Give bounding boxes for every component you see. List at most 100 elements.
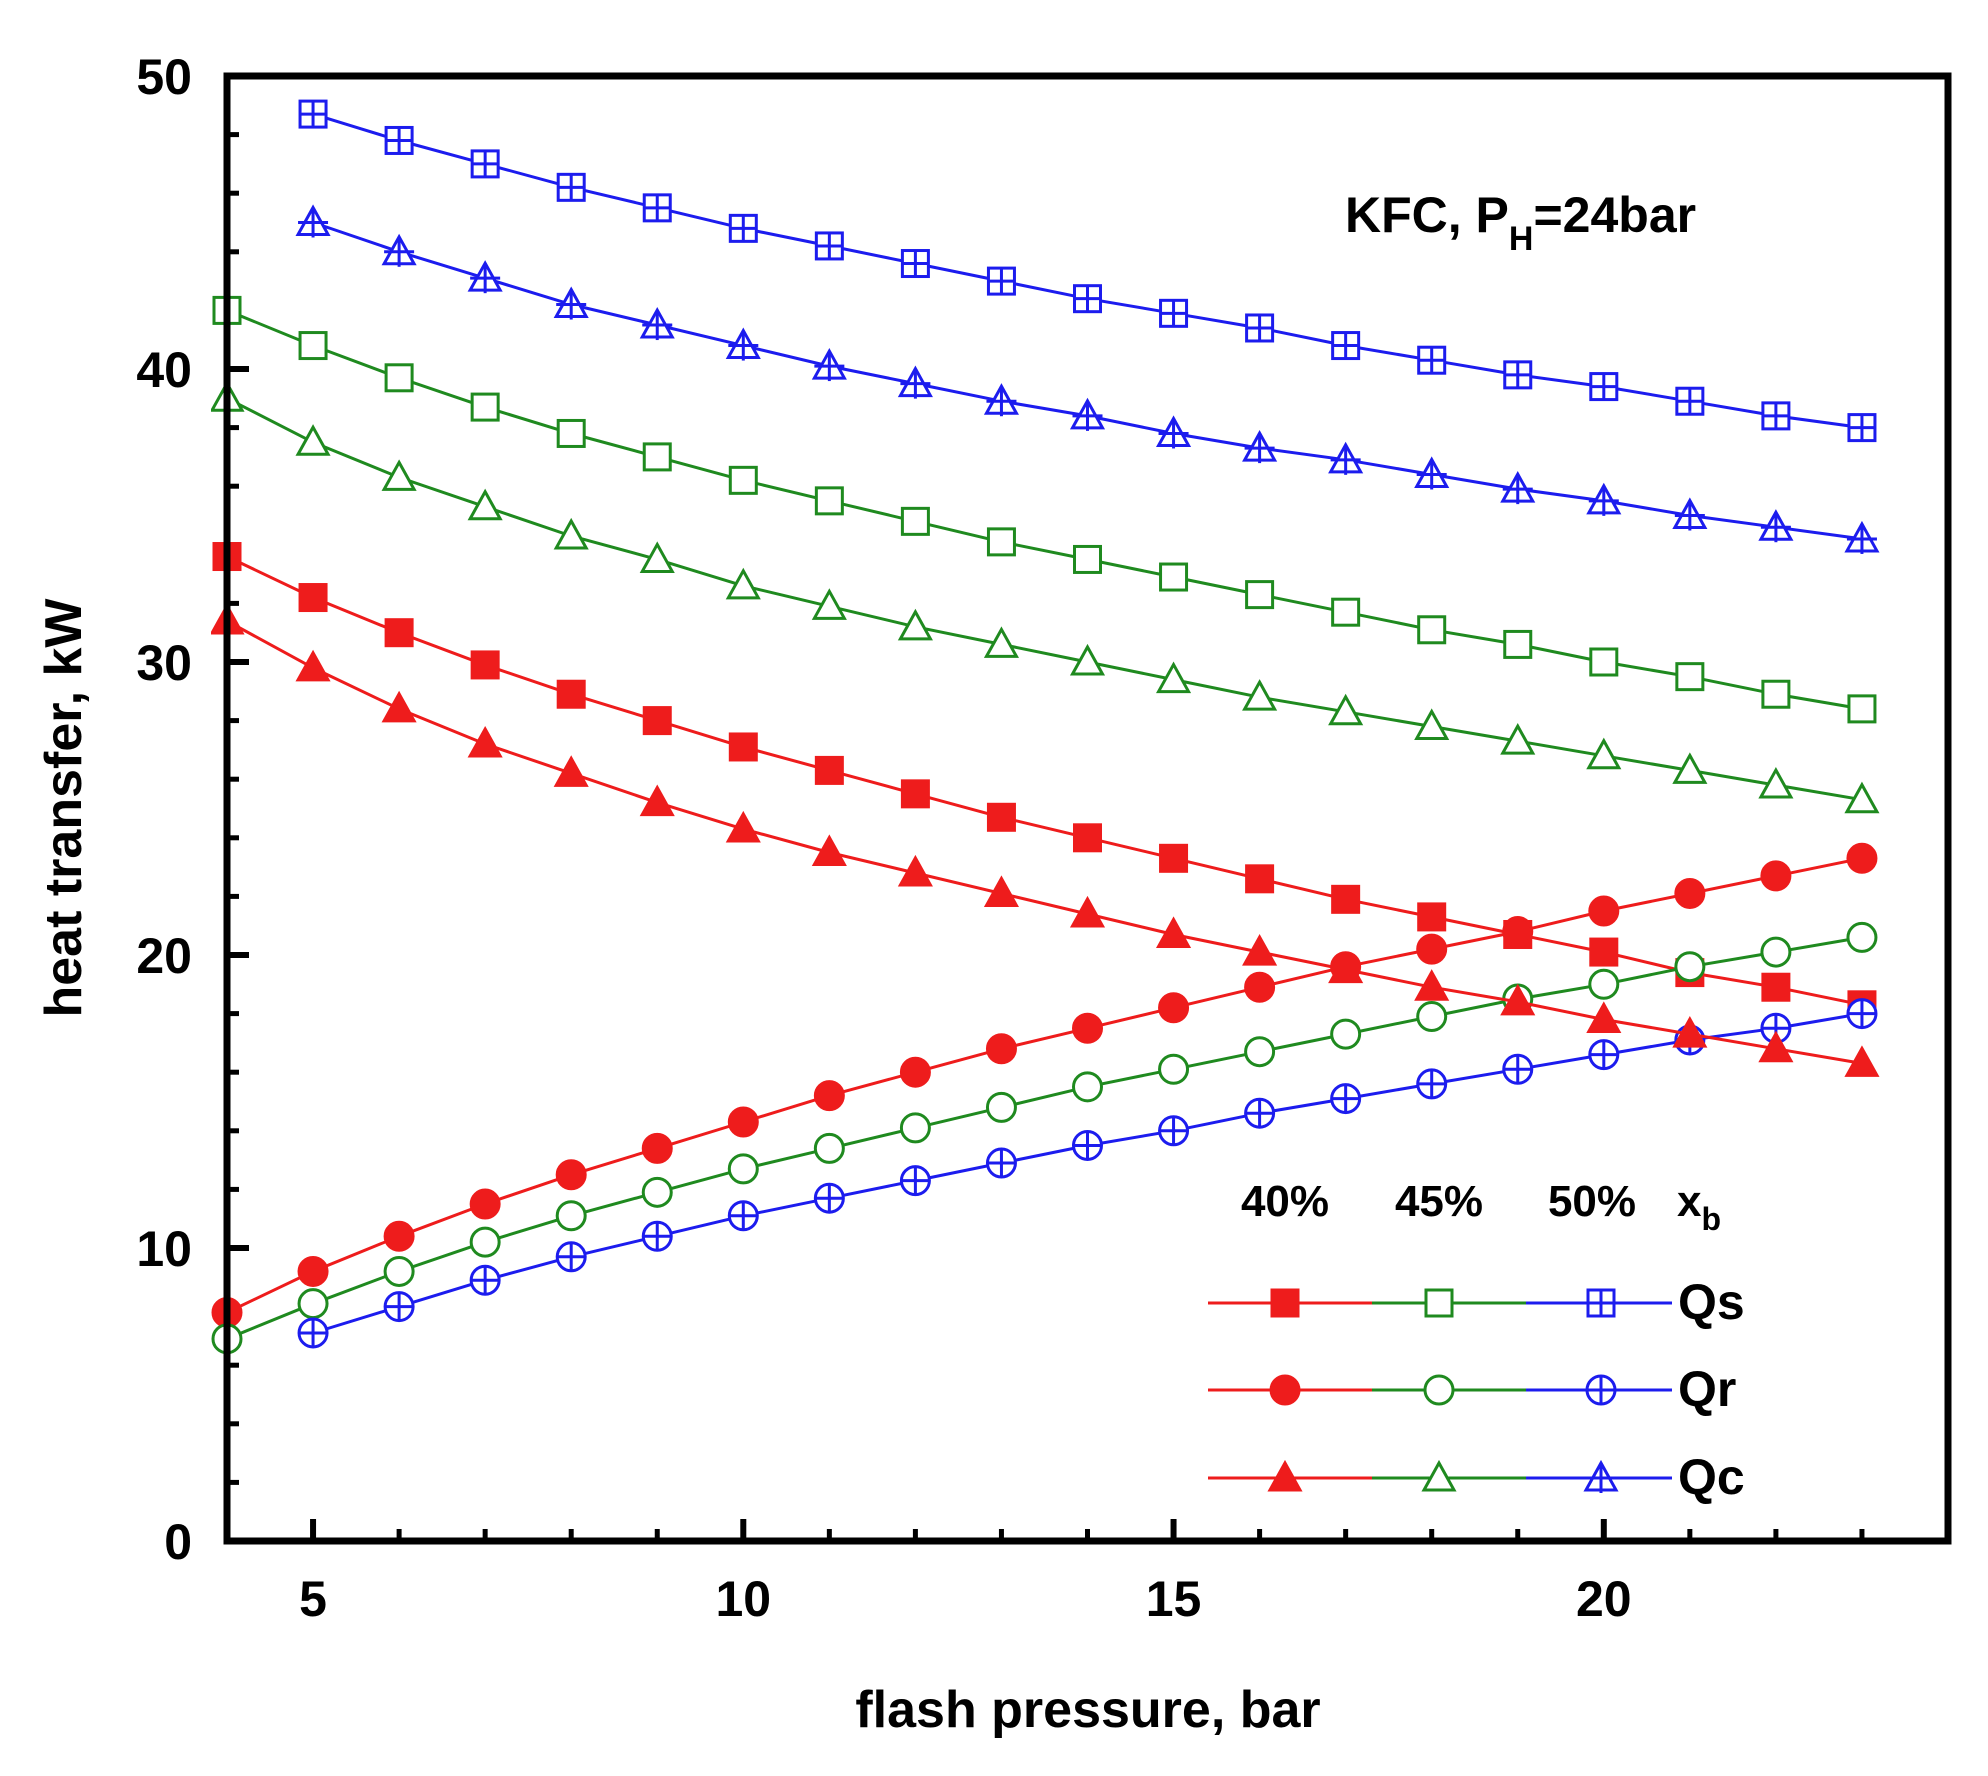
point-qc-40-20 xyxy=(1586,1001,1622,1033)
point-qr-40-23 xyxy=(1846,842,1878,874)
point-qr-40-21 xyxy=(1674,877,1706,909)
series-qr-40 xyxy=(211,842,1878,1328)
point-qc-50-8 xyxy=(553,286,589,320)
point-qc-45-5 xyxy=(295,424,331,456)
point-qs-45-21 xyxy=(1675,662,1705,692)
point-qc-45-20 xyxy=(1586,737,1622,770)
point-qc-50-21 xyxy=(1672,497,1708,531)
point-qr-50-7 xyxy=(469,1264,501,1296)
legend-row-qr xyxy=(1208,1374,1672,1406)
point-qc-40-17 xyxy=(1328,951,1364,984)
point-qr-50-18 xyxy=(1416,1068,1448,1100)
point-qs-50-11 xyxy=(814,231,844,261)
point-qs-45-20 xyxy=(1589,647,1619,677)
point-qc-45-7 xyxy=(467,488,503,521)
point-qr-50-16 xyxy=(1244,1097,1276,1129)
point-qr-50-5 xyxy=(297,1317,329,1349)
point-qc-50-15 xyxy=(1156,415,1192,449)
point-qs-40-14 xyxy=(1073,823,1102,853)
point-qr-40-8 xyxy=(555,1159,587,1191)
legend-marker-qr-50 xyxy=(1585,1374,1617,1406)
point-qc-40-19 xyxy=(1500,983,1536,1016)
point-qc-50-9 xyxy=(639,306,675,341)
point-qr-50-23 xyxy=(1846,998,1878,1030)
legend-label-qc: Qc xyxy=(1678,1449,1745,1505)
point-qc-40-5 xyxy=(295,649,331,682)
legend-row-qc xyxy=(1208,1459,1672,1493)
y-tick-label-20: 20 xyxy=(136,928,192,984)
x-tick-label-20: 20 xyxy=(1576,1571,1632,1627)
legend-marker-qs-40 xyxy=(1270,1288,1300,1318)
series-qc-45 xyxy=(211,380,1880,814)
point-qs-45-23 xyxy=(1847,694,1877,724)
point-qc-50-11 xyxy=(811,347,847,382)
point-qs-40-6 xyxy=(384,618,414,648)
point-qs-40-8 xyxy=(556,679,586,709)
y-tick-label-50: 50 xyxy=(136,49,192,105)
point-qs-45-19 xyxy=(1503,629,1533,659)
point-qc-50-7 xyxy=(467,260,503,294)
legend-marker-qr-40 xyxy=(1269,1374,1301,1406)
series-qs-45 xyxy=(212,295,1877,724)
point-qr-45-20 xyxy=(1588,968,1620,1000)
point-qr-45-6 xyxy=(383,1255,415,1287)
point-qc-50-20 xyxy=(1586,482,1622,516)
annotation-subscript: H xyxy=(1509,220,1534,258)
point-qc-50-13 xyxy=(983,383,1019,417)
point-qs-50-17 xyxy=(1331,331,1361,361)
point-qr-50-22 xyxy=(1760,1012,1792,1044)
point-qc-45-10 xyxy=(725,567,761,600)
point-qc-40-22 xyxy=(1758,1030,1794,1063)
point-qc-45-6 xyxy=(381,459,417,491)
point-qc-45-15 xyxy=(1156,661,1192,694)
point-qs-40-22 xyxy=(1761,972,1791,1002)
point-qr-45-18 xyxy=(1416,1001,1448,1033)
point-qs-45-16 xyxy=(1245,580,1275,610)
point-qs-50-22 xyxy=(1761,401,1791,431)
point-qc-45-16 xyxy=(1242,679,1278,711)
point-qs-40-9 xyxy=(642,706,672,736)
legend-xb-subscript: b xyxy=(1701,1201,1721,1237)
point-qs-50-8 xyxy=(556,172,586,202)
point-qs-50-6 xyxy=(384,125,414,155)
y-axis-title: heat transfer, kW xyxy=(35,598,93,1018)
point-qr-40-18 xyxy=(1416,933,1448,965)
point-qs-40-16 xyxy=(1245,864,1275,894)
point-qr-45-8 xyxy=(555,1200,587,1232)
point-qr-40-9 xyxy=(641,1132,673,1164)
point-qr-45-21 xyxy=(1674,951,1706,983)
point-qc-40-13 xyxy=(983,875,1019,907)
point-qr-50-12 xyxy=(899,1165,931,1197)
point-qr-45-23 xyxy=(1846,921,1878,953)
point-qr-50-19 xyxy=(1502,1053,1534,1085)
point-qc-45-11 xyxy=(811,588,847,620)
point-qs-50-7 xyxy=(470,149,500,179)
point-qr-45-11 xyxy=(813,1132,845,1164)
plot-frame xyxy=(223,72,1952,1545)
point-qc-45-22 xyxy=(1758,766,1794,799)
point-qs-45-11 xyxy=(814,486,844,516)
point-qr-40-12 xyxy=(899,1056,931,1088)
legend-xb-main: x xyxy=(1677,1177,1702,1226)
point-qc-40-12 xyxy=(897,854,933,887)
point-qs-50-18 xyxy=(1417,345,1447,375)
point-qr-45-13 xyxy=(985,1091,1017,1123)
point-qc-50-6 xyxy=(381,233,417,267)
annotation-tail: =24bar xyxy=(1533,187,1696,243)
series-line-qs-50 xyxy=(312,112,1863,430)
point-qr-45-9 xyxy=(641,1176,673,1208)
point-qs-45-15 xyxy=(1159,562,1189,592)
point-qc-45-8 xyxy=(553,517,589,550)
point-qc-40-23 xyxy=(1844,1045,1880,1077)
point-qc-45-12 xyxy=(897,608,933,641)
legend-rows xyxy=(1208,1288,1672,1493)
y-tick-label-10: 10 xyxy=(136,1221,192,1277)
y-tick-label-0: 0 xyxy=(164,1514,192,1570)
series-line-qs-40 xyxy=(226,555,1863,1007)
series-line-qr-50 xyxy=(312,1012,1863,1335)
point-qc-45-17 xyxy=(1328,693,1364,726)
point-qc-50-5 xyxy=(295,204,331,238)
point-qs-45-10 xyxy=(728,465,758,495)
point-qs-40-17 xyxy=(1331,884,1361,914)
